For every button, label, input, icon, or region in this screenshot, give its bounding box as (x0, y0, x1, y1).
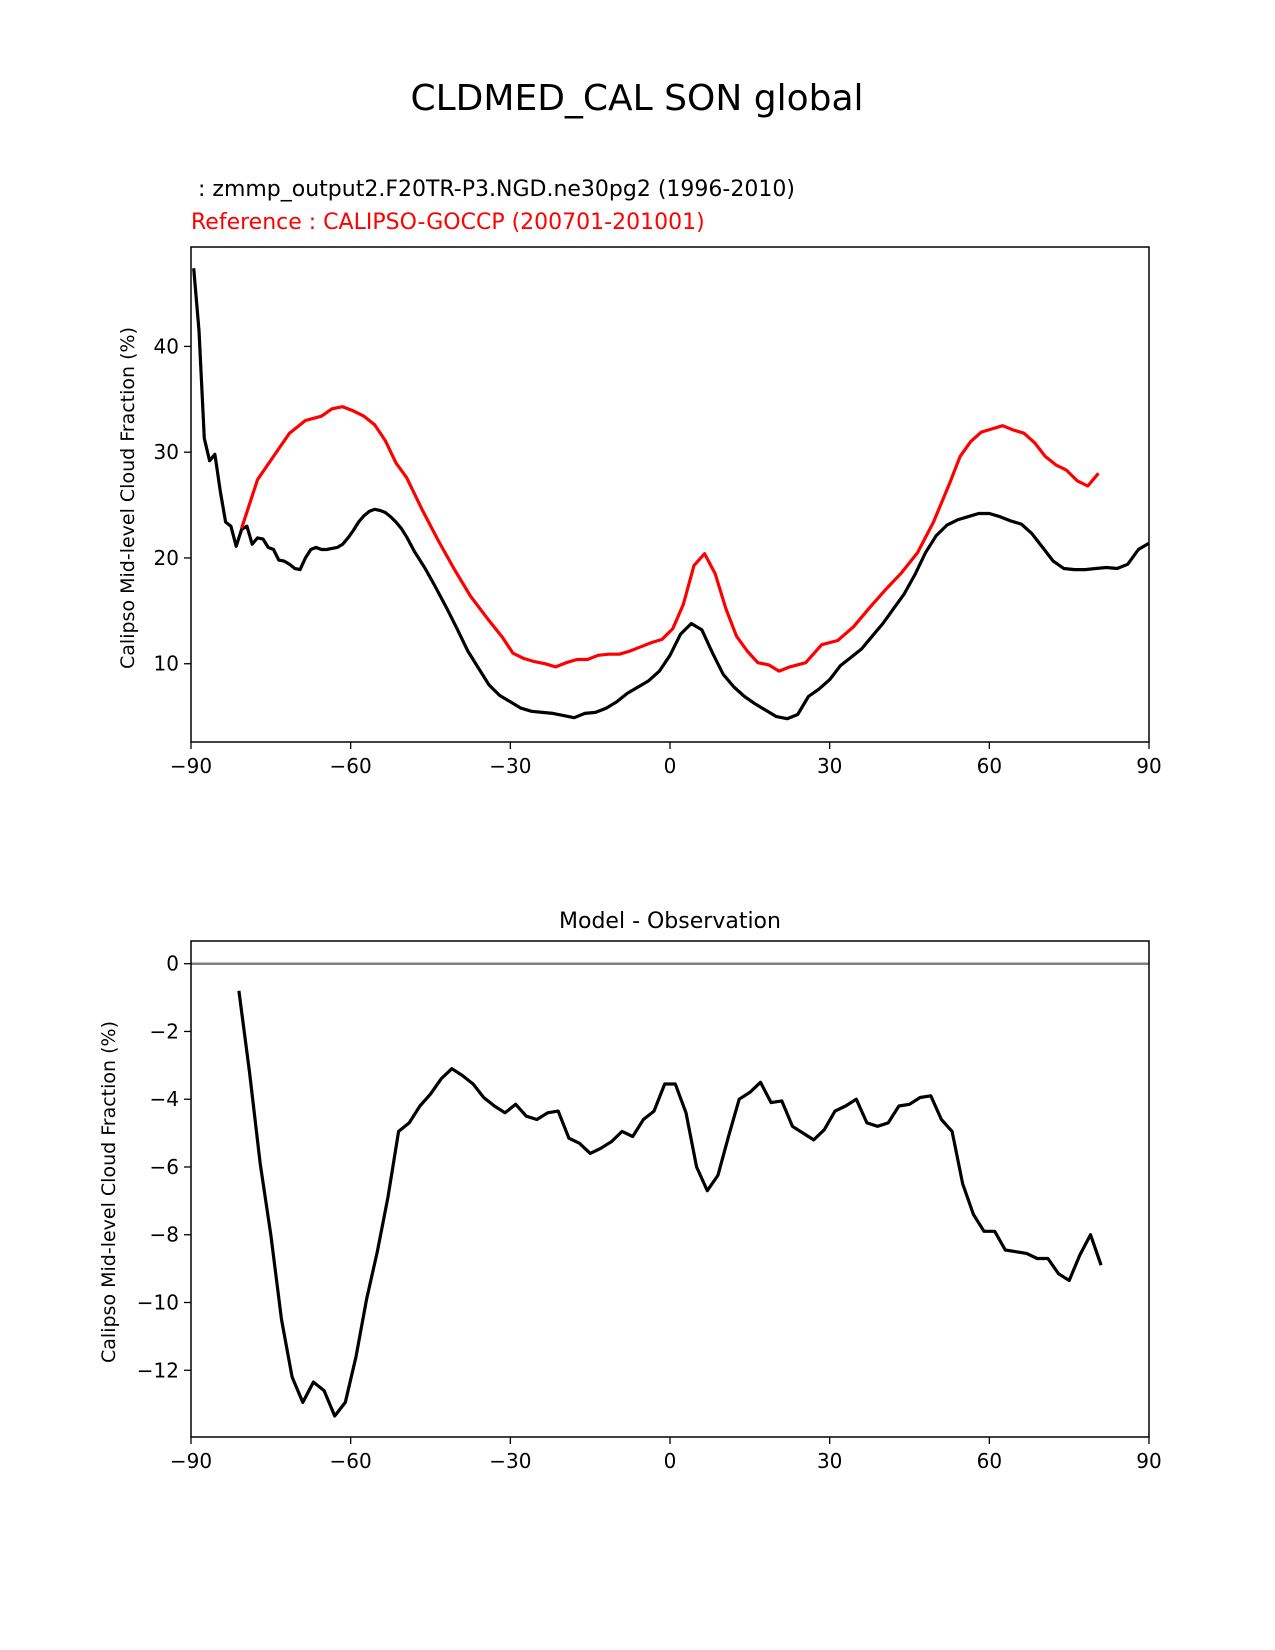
bottom-plot-frame (190, 940, 1150, 1438)
x-tick-label: −30 (489, 754, 531, 778)
x-tick-label: 0 (664, 754, 677, 778)
difference-series-line (237, 990, 1103, 1418)
y-tick-label: 40 (154, 334, 179, 358)
bottom-panel: Model - Observation Calipso Mid-level Cl… (98, 909, 1162, 1473)
reference-series-line (240, 405, 1100, 673)
x-tick-label: −90 (170, 754, 212, 778)
x-tick-label: 30 (817, 1449, 842, 1473)
bottom-axis-ticks: −90 −60 −30 0 30 60 90 0 −2 −4 −6 −8 −10 −12 (137, 952, 1162, 1473)
y-tick-label: −12 (137, 1358, 179, 1382)
y-tick-label: 10 (154, 652, 179, 676)
figure-title: CLDMED_CAL SON global (410, 78, 863, 119)
x-tick-label: −60 (330, 1449, 372, 1473)
y-tick-label: −8 (150, 1223, 179, 1247)
x-tick-label: 60 (977, 1449, 1002, 1473)
test-series-line (192, 268, 1150, 721)
test-legend-label: : zmmp_output2.F20TR-P3.NGD.ne30pg2 (199… (191, 177, 795, 202)
reference-legend-label: Reference : CALIPSO-GOCCP (200701-201001… (191, 210, 705, 235)
x-tick-label: −30 (489, 1449, 531, 1473)
x-tick-label: 60 (977, 754, 1002, 778)
x-tick-label: 30 (817, 754, 842, 778)
y-tick-label: −2 (150, 1019, 179, 1043)
bottom-y-axis-label: Calipso Mid-level Cloud Fraction (%) (98, 1021, 120, 1363)
bottom-series-lines (191, 962, 1149, 1418)
x-tick-label: 90 (1136, 754, 1161, 778)
x-tick-label: 0 (664, 1449, 677, 1473)
y-tick-label: 30 (154, 440, 179, 464)
top-y-axis-label: Calipso Mid-level Cloud Fraction (%) (117, 327, 139, 669)
y-tick-label: −6 (150, 1155, 179, 1179)
x-tick-label: −90 (170, 1449, 212, 1473)
x-tick-label: 90 (1136, 1449, 1161, 1473)
top-series-lines (192, 268, 1150, 721)
y-tick-label: 20 (154, 546, 179, 570)
top-panel: : zmmp_output2.F20TR-P3.NGD.ne30pg2 (199… (117, 177, 1162, 778)
y-tick-label: −4 (150, 1087, 179, 1111)
x-tick-label: −60 (330, 754, 372, 778)
top-axis-ticks: −90 −60 −30 0 30 60 90 10 20 30 40 (154, 334, 1162, 778)
top-plot-frame (190, 246, 1150, 743)
y-tick-label: 0 (166, 952, 179, 976)
y-tick-label: −10 (137, 1290, 179, 1314)
bottom-panel-title: Model - Observation (559, 909, 781, 934)
